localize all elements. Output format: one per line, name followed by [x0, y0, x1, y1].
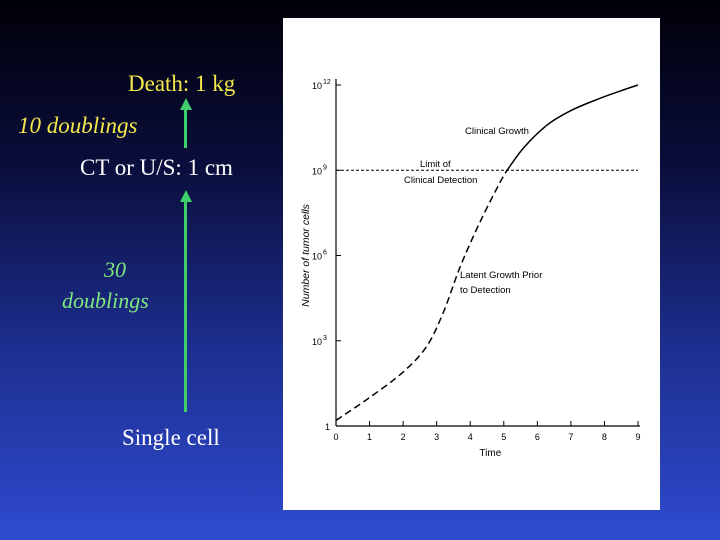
chart-figure: 0 1 2 3 4 5 6 7 8 9 1 10 3 10 6 10 9 10 12 Clinical Growth L… [283, 18, 660, 510]
arrow-up-icon [180, 98, 192, 110]
x-tick-label: 9 [635, 432, 640, 442]
x-axis-label: Time [479, 448, 501, 459]
x-tick-label: 2 [401, 432, 406, 442]
y-tick-exponent: 6 [323, 250, 327, 257]
ten-doublings-label: 10 doublings [18, 113, 138, 138]
y-tick-exponent: 3 [323, 335, 327, 342]
thirty-label-line1: 30 [104, 257, 126, 282]
clinical-growth-curve [506, 84, 639, 171]
y-tick-label: 10 [312, 166, 322, 176]
limit-annotation-line1: Limit of [420, 159, 451, 170]
x-tick-label: 8 [602, 432, 607, 442]
ct-detection-label: CT or U/S: 1 cm [80, 155, 233, 180]
latent-growth-curve [335, 169, 508, 421]
ten-doublings-arrow [184, 108, 187, 148]
x-tick-label: 0 [333, 432, 338, 442]
y-tick-exponent: 9 [323, 164, 327, 171]
y-tick-label: 10 [312, 337, 322, 347]
clinical-growth-annotation: Clinical Growth [465, 126, 529, 137]
x-tick-label: 6 [535, 432, 540, 442]
arrow-up-icon [180, 190, 192, 202]
y-tick-exponent: 12 [323, 79, 331, 86]
y-axis-label: Number of tumor cells [300, 203, 312, 306]
y-tick-label: 10 [312, 252, 322, 262]
thirty-label-line2: doublings [62, 288, 149, 313]
x-tick-label: 5 [501, 432, 506, 442]
y-tick-label: 10 [312, 81, 322, 91]
single-cell-label: Single cell [122, 425, 220, 450]
x-tick-label: 4 [468, 432, 473, 442]
y-tick-label: 1 [325, 422, 330, 432]
x-tick-label: 7 [568, 432, 573, 442]
death-label: Death: 1 kg [128, 71, 236, 96]
latent-annotation-line1: Latent Growth Prior [460, 270, 542, 281]
x-tick-label: 1 [367, 432, 372, 442]
limit-annotation-line2: Clinical Detection [404, 175, 477, 186]
thirty-doublings-arrow [184, 200, 187, 412]
latent-annotation-line2: to Detection [460, 285, 511, 296]
x-tick-label: 3 [434, 432, 439, 442]
